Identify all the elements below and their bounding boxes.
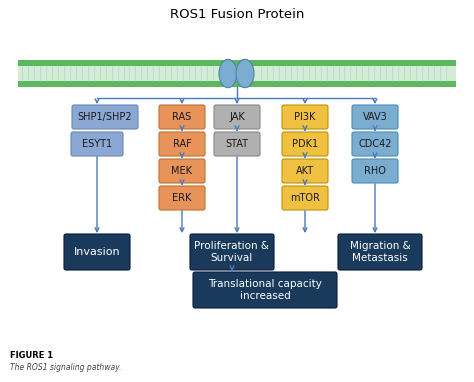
Bar [18, 81, 456, 87]
FancyBboxPatch shape [352, 105, 398, 129]
Text: Proliferation &
Survival: Proliferation & Survival [194, 241, 270, 263]
FancyBboxPatch shape [193, 272, 337, 308]
FancyBboxPatch shape [282, 186, 328, 210]
FancyBboxPatch shape [282, 132, 328, 156]
Text: RAF: RAF [173, 139, 191, 149]
Ellipse shape [219, 59, 237, 88]
Text: RAS: RAS [173, 112, 191, 122]
Text: SHP1/SHP2: SHP1/SHP2 [78, 112, 132, 122]
FancyBboxPatch shape [190, 234, 274, 270]
Text: FIGURE 1: FIGURE 1 [10, 351, 53, 360]
Text: Migration &
Metastasis: Migration & Metastasis [350, 241, 410, 263]
Text: AKT: AKT [296, 166, 314, 176]
FancyBboxPatch shape [352, 132, 398, 156]
FancyBboxPatch shape [282, 159, 328, 183]
Text: Translational capacity
increased: Translational capacity increased [208, 279, 322, 301]
FancyBboxPatch shape [64, 234, 130, 270]
FancyBboxPatch shape [159, 105, 205, 129]
Bar [18, 66, 456, 81]
FancyBboxPatch shape [282, 105, 328, 129]
Text: ESYT1: ESYT1 [82, 139, 112, 149]
FancyBboxPatch shape [159, 132, 205, 156]
Ellipse shape [236, 59, 254, 88]
Text: ROS1 Fusion Protein: ROS1 Fusion Protein [170, 8, 304, 21]
Text: MEK: MEK [172, 166, 192, 176]
Bar [18, 60, 456, 66]
Text: VAV3: VAV3 [363, 112, 387, 122]
Text: mTOR: mTOR [290, 193, 320, 203]
FancyBboxPatch shape [71, 132, 123, 156]
FancyBboxPatch shape [214, 132, 260, 156]
Text: Invasion: Invasion [73, 247, 120, 257]
FancyBboxPatch shape [159, 159, 205, 183]
Text: ERK: ERK [173, 193, 191, 203]
FancyBboxPatch shape [352, 159, 398, 183]
FancyBboxPatch shape [338, 234, 422, 270]
Text: JAK: JAK [229, 112, 245, 122]
Text: CDC42: CDC42 [358, 139, 392, 149]
FancyBboxPatch shape [72, 105, 138, 129]
Text: PI3K: PI3K [294, 112, 316, 122]
Text: STAT: STAT [226, 139, 248, 149]
Text: PDK1: PDK1 [292, 139, 318, 149]
FancyBboxPatch shape [214, 105, 260, 129]
FancyBboxPatch shape [159, 186, 205, 210]
Text: RHO: RHO [364, 166, 386, 176]
Text: The ROS1 signaling pathway.: The ROS1 signaling pathway. [10, 363, 121, 372]
